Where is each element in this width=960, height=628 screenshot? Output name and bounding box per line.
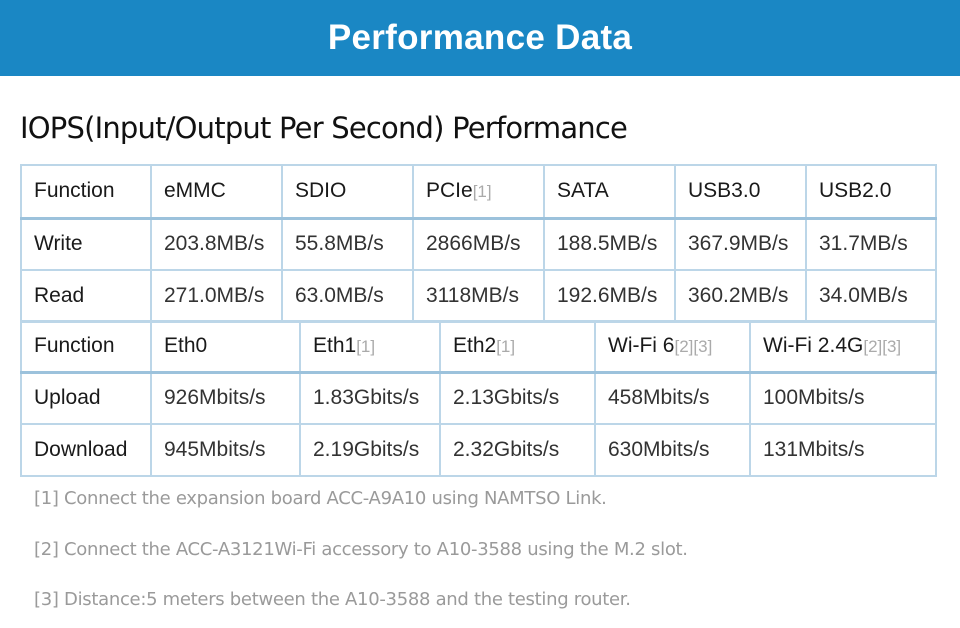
section-title: IOPS(Input/Output Per Second) Performanc… — [20, 111, 628, 145]
header-cell-usb2: USB2.0 — [805, 164, 937, 220]
table-cell: 31.7MB/s — [805, 217, 937, 271]
row-label: Download — [20, 423, 152, 477]
table-cell: 192.6MB/s — [543, 269, 676, 323]
footnote-ref: [1] — [356, 337, 376, 357]
table-cell: 630Mbits/s — [594, 423, 751, 477]
footnote-3: [3] Distance:5 meters between the A10-35… — [34, 589, 631, 610]
table-cell: 2866MB/s — [412, 217, 545, 271]
header-cell-sata: SATA — [543, 164, 676, 220]
table-header-row: Function Eth0 Eth1[1] Eth2[1] Wi-Fi 6[2]… — [20, 320, 937, 374]
table-row-write: Write 203.8MB/s 55.8MB/s 2866MB/s 188.5M… — [20, 217, 937, 271]
footnote-ref: [2][3] — [863, 337, 902, 357]
table-row-upload: Upload 926Mbits/s 1.83Gbits/s 2.13Gbits/… — [20, 371, 937, 425]
table-cell: 100Mbits/s — [749, 371, 937, 425]
storage-performance-table: Function eMMC SDIO PCIe[1] SATA USB3.0 U… — [20, 164, 937, 323]
table-cell: 2.32Gbits/s — [439, 423, 596, 477]
footnote-ref: [2][3] — [674, 337, 713, 357]
table-cell: 34.0MB/s — [805, 269, 937, 323]
table-row-download: Download 945Mbits/s 2.19Gbits/s 2.32Gbit… — [20, 423, 937, 477]
table-cell: 63.0MB/s — [281, 269, 414, 323]
table-cell: 55.8MB/s — [281, 217, 414, 271]
table-cell: 458Mbits/s — [594, 371, 751, 425]
table-cell: 131Mbits/s — [749, 423, 937, 477]
header-cell-pcie: PCIe[1] — [412, 164, 545, 220]
footnote-1: [1] Connect the expansion board ACC-A9A1… — [34, 488, 607, 509]
table-cell: 1.83Gbits/s — [299, 371, 441, 425]
header-cell-eth2: Eth2[1] — [439, 320, 596, 374]
header-cell-sdio: SDIO — [281, 164, 414, 220]
header-cell-eth0: Eth0 — [150, 320, 301, 374]
footnote-ref: [1] — [472, 182, 492, 202]
table-cell: 188.5MB/s — [543, 217, 676, 271]
table-cell: 271.0MB/s — [150, 269, 283, 323]
footnote-2: [2] Connect the ACC-A3121Wi-Fi accessory… — [34, 539, 688, 560]
header-cell-function: Function — [20, 320, 152, 374]
table-cell: 926Mbits/s — [150, 371, 301, 425]
table-cell: 945Mbits/s — [150, 423, 301, 477]
header-cell-usb3: USB3.0 — [674, 164, 807, 220]
network-performance-table: Function Eth0 Eth1[1] Eth2[1] Wi-Fi 6[2]… — [20, 320, 937, 477]
table-row-read: Read 271.0MB/s 63.0MB/s 3118MB/s 192.6MB… — [20, 269, 937, 323]
table-header-row: Function eMMC SDIO PCIe[1] SATA USB3.0 U… — [20, 164, 937, 220]
page-title: Performance Data — [327, 18, 633, 57]
footnote-ref: [1] — [496, 337, 516, 357]
table-cell: 2.13Gbits/s — [439, 371, 596, 425]
table-cell: 203.8MB/s — [150, 217, 283, 271]
table-cell: 2.19Gbits/s — [299, 423, 441, 477]
row-label: Upload — [20, 371, 152, 425]
header-cell-emmc: eMMC — [150, 164, 283, 220]
table-cell: 3118MB/s — [412, 269, 545, 323]
row-label: Read — [20, 269, 152, 323]
header-cell-wifi24g: Wi-Fi 2.4G[2][3] — [749, 320, 937, 374]
header-banner: Performance Data — [0, 0, 960, 76]
header-cell-eth1: Eth1[1] — [299, 320, 441, 374]
table-cell: 360.2MB/s — [674, 269, 807, 323]
table-cell: 367.9MB/s — [674, 217, 807, 271]
header-cell-function: Function — [20, 164, 152, 220]
header-cell-wifi6: Wi-Fi 6[2][3] — [594, 320, 751, 374]
row-label: Write — [20, 217, 152, 271]
